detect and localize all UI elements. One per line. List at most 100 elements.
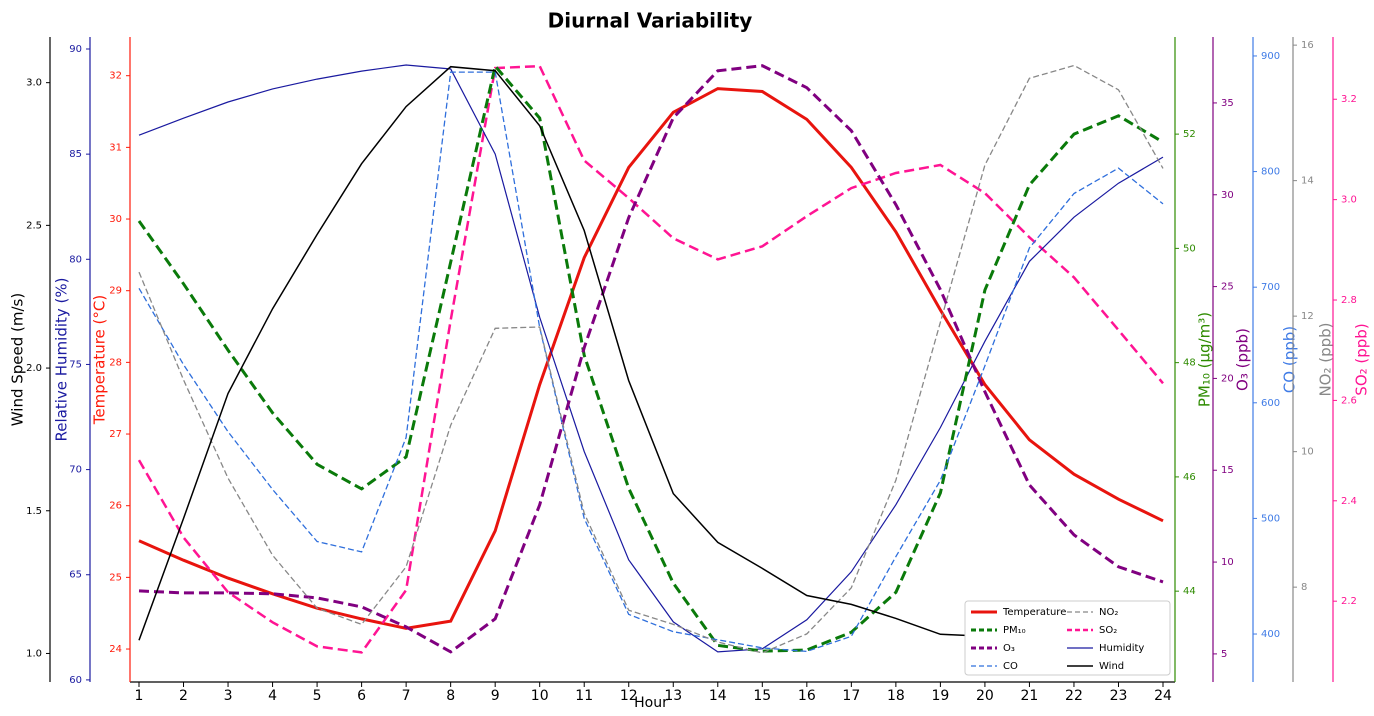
x-tick-label: 11	[575, 688, 593, 704]
y-tick-label: 600	[1261, 398, 1280, 409]
x-tick-label: 3	[224, 688, 233, 704]
y-tick-label: 2.0	[26, 363, 42, 374]
y-axis-label: SO₂ (ppb)	[1353, 323, 1371, 395]
y-axis-label: NO₂ (ppb)	[1317, 322, 1335, 396]
x-tick-label: 17	[842, 688, 860, 704]
x-tick-label: 21	[1021, 688, 1039, 704]
series-line	[138, 64, 1164, 654]
y-tick-label: 8	[1301, 582, 1307, 593]
y-tick-label: 85	[69, 149, 82, 160]
y-axis-label: PM₁₀ (μg/m³)	[1196, 312, 1214, 407]
x-tick-label: 5	[313, 688, 322, 704]
x-tick-label: 8	[446, 688, 455, 704]
y-tick-label: 3.0	[1341, 195, 1357, 206]
x-tick-label: 19	[931, 688, 949, 704]
legend-label: PM₁₀	[1003, 625, 1026, 636]
y-tick-label: 20	[1221, 373, 1234, 384]
series-line	[138, 87, 1164, 630]
x-tick-label: 13	[664, 688, 682, 704]
y-tick-label: 400	[1261, 629, 1280, 640]
y-tick-label: 75	[69, 359, 82, 370]
y-tick-label: 46	[1183, 472, 1196, 483]
y-tick-label: 3.0	[26, 78, 42, 89]
y-tick-label: 24	[109, 644, 122, 655]
series-line	[138, 64, 1164, 653]
x-tick-label: 23	[1110, 688, 1128, 704]
y-tick-label: 44	[1183, 586, 1196, 597]
series-line	[138, 64, 1164, 654]
x-tick-label: 4	[268, 688, 277, 704]
y-tick-label: 12	[1301, 311, 1314, 322]
y-tick-label: 30	[109, 214, 122, 225]
x-tick-label: 9	[491, 688, 500, 704]
y-tick-label: 10	[1301, 447, 1314, 458]
y-axis-label: Temperature (°C)	[91, 295, 109, 425]
y-tick-label: 28	[109, 357, 122, 368]
y-tick-label: 65	[69, 570, 82, 581]
legend: Temperature PM₁₀ O₃ CO NO₂ SO₂ Humidity Wind	[964, 600, 1171, 676]
y-tick-label: 80	[69, 254, 82, 265]
y-tick-label: 3.2	[1341, 94, 1357, 105]
y-tick-label: 60	[69, 675, 82, 686]
y-tick-label: 70	[69, 465, 82, 476]
y-tick-label: 1.0	[26, 648, 42, 659]
y-tick-label: 29	[109, 286, 122, 297]
legend-label: NO₂	[1099, 607, 1118, 618]
y-tick-label: 50	[1183, 243, 1196, 254]
y-tick-label: 10	[1221, 557, 1234, 568]
legend-label: Humidity	[1099, 643, 1144, 654]
legend-box	[964, 600, 1171, 676]
y-tick-label: 16	[1301, 40, 1314, 51]
y-tick-label: 31	[109, 142, 122, 153]
series-line	[138, 71, 1164, 653]
y-tick-label: 500	[1261, 513, 1280, 524]
y-tick-label: 27	[109, 429, 122, 440]
x-tick-label: 10	[531, 688, 549, 704]
x-axis-label: Hour	[634, 695, 668, 711]
y-axis-label: Relative Humidity (%)	[53, 278, 71, 442]
x-tick-label: 20	[976, 688, 994, 704]
series-line	[137, 64, 1164, 654]
y-tick-label: 2.6	[1341, 395, 1357, 406]
y-tick-label: 14	[1301, 176, 1314, 187]
y-tick-label: 48	[1183, 358, 1196, 369]
y-tick-label: 2.2	[1341, 596, 1357, 607]
x-tick-label: 18	[887, 688, 905, 704]
legend-label: Wind	[1099, 661, 1124, 672]
series-line	[137, 62, 1164, 653]
legend-label: SO₂	[1099, 625, 1117, 636]
y-axis-label: CO (ppb)	[1281, 326, 1299, 393]
y-axis-label: O₃ (ppb)	[1234, 328, 1252, 391]
y-tick-label: 900	[1261, 51, 1280, 62]
x-tick-label: 7	[402, 688, 411, 704]
y-tick-label: 90	[69, 44, 82, 55]
y-tick-label: 52	[1183, 129, 1196, 140]
chart-title: Diurnal Variability	[548, 9, 753, 33]
x-tick-label: 1	[135, 688, 144, 704]
y-tick-label: 800	[1261, 167, 1280, 178]
legend-label: Temperature	[1002, 607, 1066, 618]
y-tick-label: 2.5	[26, 220, 42, 231]
y-tick-label: 25	[1221, 282, 1234, 293]
y-tick-label: 2.8	[1341, 295, 1357, 306]
x-tick-label: 15	[753, 688, 771, 704]
legend-label: O₃	[1003, 643, 1015, 654]
y-tick-label: 35	[1221, 98, 1234, 109]
y-tick-label: 25	[109, 572, 122, 583]
x-tick-label: 16	[798, 688, 816, 704]
y-tick-label: 26	[109, 501, 122, 512]
y-tick-label: 5	[1221, 649, 1227, 660]
x-tick-label: 2	[179, 688, 188, 704]
y-tick-label: 15	[1221, 465, 1234, 476]
series-line	[138, 65, 1164, 657]
y-axis-label: Wind Speed (m/s)	[9, 293, 27, 426]
y-tick-label: 700	[1261, 282, 1280, 293]
x-tick-label: 24	[1154, 688, 1172, 704]
y-tick-label: 2.4	[1341, 496, 1357, 507]
legend-label: CO	[1003, 661, 1018, 672]
x-tick-label: 12	[620, 688, 638, 704]
x-tick-label: 6	[357, 688, 366, 704]
y-tick-label: 1.5	[26, 506, 42, 517]
